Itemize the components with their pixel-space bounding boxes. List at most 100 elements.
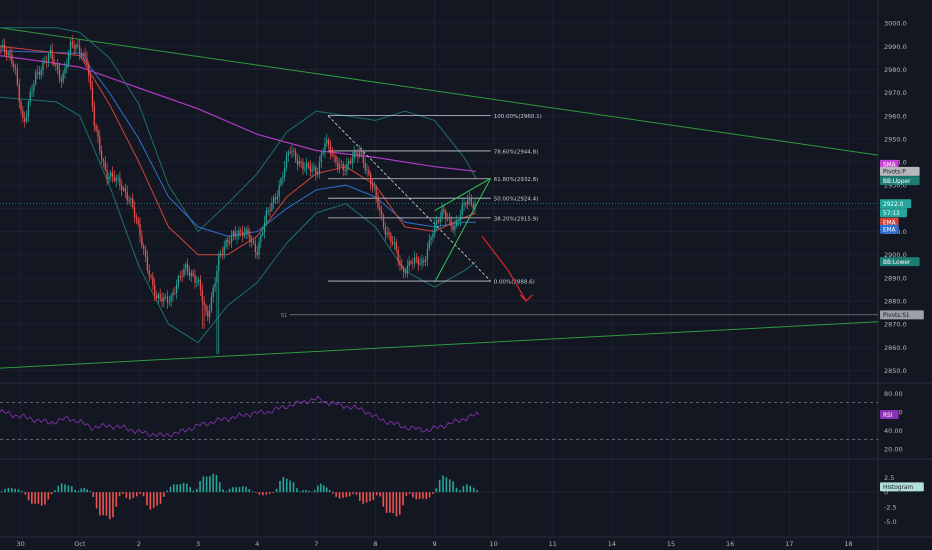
- candle[interactable]: [439, 211, 441, 228]
- candle[interactable]: [207, 305, 209, 322]
- candle[interactable]: [388, 228, 390, 240]
- candle[interactable]: [219, 249, 222, 258]
- candle[interactable]: [468, 191, 471, 206]
- candle[interactable]: [342, 161, 344, 177]
- candle[interactable]: [410, 259, 412, 266]
- candle[interactable]: [99, 130, 101, 155]
- candle[interactable]: [186, 258, 189, 277]
- candle[interactable]: [289, 146, 291, 155]
- candle[interactable]: [165, 293, 167, 300]
- candle[interactable]: [13, 60, 15, 73]
- candle[interactable]: [285, 150, 288, 172]
- candle[interactable]: [148, 264, 150, 283]
- candle[interactable]: [115, 174, 117, 188]
- candle[interactable]: [24, 111, 26, 128]
- candle[interactable]: [296, 153, 299, 171]
- candle[interactable]: [192, 269, 194, 278]
- candle[interactable]: [428, 234, 430, 251]
- candle[interactable]: [287, 149, 289, 162]
- candle[interactable]: [291, 144, 293, 159]
- candle[interactable]: [258, 237, 260, 260]
- candle[interactable]: [51, 43, 53, 66]
- candle[interactable]: [329, 140, 332, 160]
- candle[interactable]: [315, 164, 317, 181]
- candle[interactable]: [364, 157, 366, 174]
- candle[interactable]: [271, 196, 273, 213]
- candlestick-series[interactable]: [0, 35, 476, 355]
- candle[interactable]: [205, 303, 207, 316]
- candle[interactable]: [229, 236, 231, 246]
- histogram-panel[interactable]: [0, 473, 878, 520]
- candle[interactable]: [230, 230, 233, 249]
- candle[interactable]: [139, 217, 141, 243]
- candle[interactable]: [60, 75, 62, 88]
- triangle-lower-line[interactable]: [434, 178, 492, 283]
- candle[interactable]: [168, 295, 170, 306]
- candle[interactable]: [84, 47, 86, 64]
- candle[interactable]: [404, 267, 407, 278]
- candle[interactable]: [144, 245, 147, 263]
- candle[interactable]: [437, 218, 440, 224]
- candle[interactable]: [197, 277, 200, 286]
- candle[interactable]: [31, 84, 33, 98]
- rsi-line[interactable]: [0, 395, 480, 438]
- candle[interactable]: [133, 200, 136, 224]
- candle[interactable]: [9, 46, 11, 62]
- candle[interactable]: [443, 205, 445, 216]
- candle[interactable]: [360, 146, 363, 158]
- candle[interactable]: [320, 150, 322, 168]
- candle[interactable]: [406, 259, 408, 279]
- candle[interactable]: [421, 254, 423, 270]
- candle[interactable]: [185, 261, 187, 275]
- candle[interactable]: [137, 216, 139, 228]
- candle[interactable]: [457, 218, 460, 227]
- candle[interactable]: [241, 225, 244, 242]
- candle[interactable]: [413, 251, 416, 268]
- candle[interactable]: [371, 178, 374, 193]
- candle[interactable]: [126, 185, 128, 205]
- candle[interactable]: [348, 158, 350, 170]
- candle[interactable]: [225, 237, 227, 250]
- candle[interactable]: [212, 284, 214, 303]
- candle[interactable]: [284, 161, 286, 182]
- candle[interactable]: [240, 227, 242, 237]
- candle[interactable]: [256, 245, 258, 259]
- candle[interactable]: [176, 279, 178, 300]
- candle[interactable]: [0, 44, 2, 54]
- candle[interactable]: [82, 51, 84, 62]
- candle[interactable]: [161, 292, 163, 307]
- candle[interactable]: [78, 39, 81, 60]
- candle[interactable]: [401, 259, 403, 271]
- candle[interactable]: [69, 37, 72, 60]
- candle[interactable]: [44, 55, 46, 64]
- candle[interactable]: [269, 204, 271, 217]
- candle[interactable]: [445, 208, 447, 226]
- candle[interactable]: [337, 156, 339, 173]
- candle[interactable]: [113, 170, 116, 183]
- candle[interactable]: [238, 226, 240, 240]
- candle[interactable]: [326, 133, 328, 148]
- candle[interactable]: [16, 63, 19, 87]
- candle[interactable]: [97, 125, 99, 144]
- candle[interactable]: [155, 290, 158, 301]
- candle[interactable]: [80, 48, 83, 59]
- candle[interactable]: [159, 288, 161, 302]
- candle[interactable]: [254, 238, 257, 259]
- candle[interactable]: [73, 40, 75, 55]
- candle[interactable]: [249, 228, 251, 247]
- candle[interactable]: [89, 72, 92, 91]
- candle[interactable]: [55, 62, 57, 72]
- candle[interactable]: [203, 296, 205, 329]
- candle[interactable]: [157, 292, 159, 305]
- candle[interactable]: [154, 278, 156, 302]
- candle[interactable]: [260, 233, 262, 249]
- candle[interactable]: [208, 304, 211, 324]
- candle[interactable]: [57, 58, 59, 75]
- candle[interactable]: [152, 271, 154, 291]
- candle[interactable]: [58, 62, 61, 83]
- candle[interactable]: [218, 251, 220, 355]
- candle[interactable]: [183, 264, 185, 278]
- candle[interactable]: [62, 70, 64, 84]
- candle[interactable]: [77, 39, 79, 49]
